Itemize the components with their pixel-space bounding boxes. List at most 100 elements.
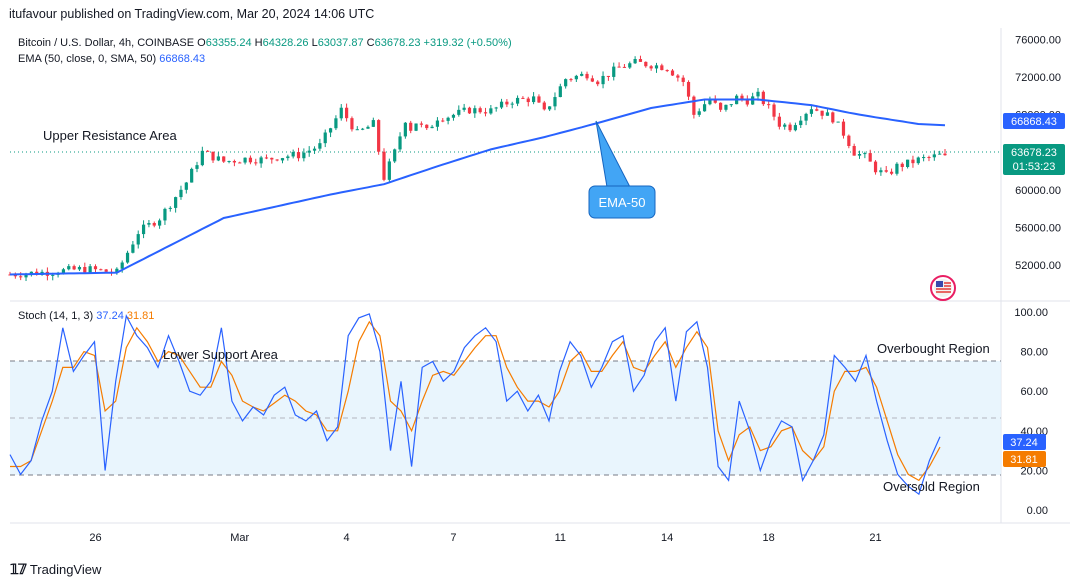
candle[interactable] xyxy=(873,160,878,175)
candle[interactable] xyxy=(83,262,87,274)
candle[interactable] xyxy=(125,250,130,264)
candle[interactable] xyxy=(296,147,301,162)
candle[interactable] xyxy=(318,138,322,152)
candle[interactable] xyxy=(580,71,584,77)
candle[interactable] xyxy=(569,77,573,82)
candle[interactable] xyxy=(254,158,258,166)
candle[interactable] xyxy=(526,96,530,107)
candle[interactable] xyxy=(767,100,771,109)
candle[interactable] xyxy=(430,124,434,129)
candle[interactable] xyxy=(200,146,204,167)
candle[interactable] xyxy=(590,75,594,83)
candle[interactable] xyxy=(927,155,931,162)
candle[interactable] xyxy=(409,120,413,134)
candle[interactable] xyxy=(275,159,279,162)
candle[interactable] xyxy=(745,95,749,107)
candle[interactable] xyxy=(670,68,675,76)
candle[interactable] xyxy=(141,220,146,239)
candle[interactable] xyxy=(451,113,456,121)
candle[interactable] xyxy=(654,62,659,73)
candle[interactable] xyxy=(943,148,947,156)
candle[interactable] xyxy=(211,151,215,163)
candle[interactable] xyxy=(302,148,306,162)
candle[interactable] xyxy=(852,143,856,156)
candle[interactable] xyxy=(435,117,440,131)
candle[interactable] xyxy=(238,161,242,164)
candle[interactable] xyxy=(131,240,135,254)
candle[interactable] xyxy=(446,116,450,125)
us-flag-icon[interactable] xyxy=(930,275,956,301)
candle[interactable] xyxy=(510,101,514,109)
symbol-line[interactable]: Bitcoin / U.S. Dollar, 4h, COINBASE O633… xyxy=(18,35,512,51)
candle[interactable] xyxy=(681,75,685,87)
candle[interactable] xyxy=(136,230,140,249)
candle[interactable] xyxy=(387,158,391,182)
candle[interactable] xyxy=(558,83,562,98)
candle[interactable] xyxy=(489,105,493,115)
candle[interactable] xyxy=(788,122,792,133)
candle[interactable] xyxy=(441,118,445,123)
footer-brand[interactable]: 𝟙𝟟 TradingView xyxy=(10,561,101,578)
candle[interactable] xyxy=(505,99,509,108)
candle[interactable] xyxy=(8,271,12,276)
candle[interactable] xyxy=(403,122,407,139)
candle[interactable] xyxy=(799,116,803,129)
candle[interactable] xyxy=(393,148,397,164)
candle[interactable] xyxy=(729,104,733,107)
candle[interactable] xyxy=(612,62,616,81)
candle[interactable] xyxy=(206,150,210,152)
candle[interactable] xyxy=(184,181,188,194)
candle[interactable] xyxy=(542,100,546,111)
candle[interactable] xyxy=(697,108,701,117)
candle[interactable] xyxy=(692,95,696,119)
candle[interactable] xyxy=(339,104,343,121)
candle[interactable] xyxy=(649,65,653,71)
candle[interactable] xyxy=(777,112,781,130)
candle[interactable] xyxy=(478,106,482,114)
candle[interactable] xyxy=(195,161,199,173)
candle[interactable] xyxy=(77,265,82,272)
candle[interactable] xyxy=(660,63,664,71)
candle[interactable] xyxy=(911,155,915,168)
candle[interactable] xyxy=(686,80,691,101)
candle[interactable] xyxy=(243,157,247,165)
candle[interactable] xyxy=(163,207,167,225)
candle[interactable] xyxy=(761,90,765,106)
candle[interactable] xyxy=(328,127,333,138)
candle[interactable] xyxy=(889,168,894,176)
candle[interactable] xyxy=(382,148,386,182)
candle[interactable] xyxy=(280,157,285,164)
candle[interactable] xyxy=(104,268,108,272)
candle[interactable] xyxy=(900,162,904,172)
candle[interactable] xyxy=(628,61,632,69)
candle[interactable] xyxy=(72,264,76,271)
candle[interactable] xyxy=(702,100,707,112)
candle[interactable] xyxy=(473,105,477,118)
candle[interactable] xyxy=(350,116,354,132)
candle[interactable] xyxy=(793,122,798,132)
candle[interactable] xyxy=(174,196,178,213)
candle[interactable] xyxy=(596,80,600,87)
candle[interactable] xyxy=(515,95,520,107)
candle[interactable] xyxy=(841,118,846,139)
candle[interactable] xyxy=(847,134,851,149)
candle[interactable] xyxy=(232,159,237,167)
candle[interactable] xyxy=(152,221,156,228)
candle[interactable] xyxy=(638,55,643,62)
candle[interactable] xyxy=(499,98,504,110)
candle[interactable] xyxy=(831,111,835,124)
candle[interactable] xyxy=(905,159,910,169)
candle[interactable] xyxy=(264,154,269,160)
candle[interactable] xyxy=(676,74,680,82)
candle[interactable] xyxy=(916,156,920,165)
candle[interactable] xyxy=(884,166,888,173)
candle[interactable] xyxy=(708,96,712,106)
ema-callout[interactable]: EMA-50 xyxy=(588,120,656,219)
candle[interactable] xyxy=(825,109,830,116)
candle[interactable] xyxy=(168,206,172,212)
candle[interactable] xyxy=(462,103,466,112)
stoch-legend[interactable]: Stoch (14, 1, 3) 37.24 31.81 xyxy=(18,310,154,322)
candle[interactable] xyxy=(334,115,338,131)
candle[interactable] xyxy=(190,167,194,183)
